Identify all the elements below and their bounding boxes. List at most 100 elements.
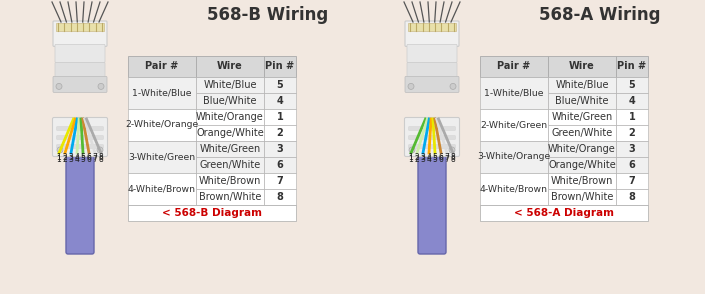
Bar xyxy=(548,157,616,173)
Bar xyxy=(616,77,648,93)
Text: 4: 4 xyxy=(73,0,78,1)
Text: 1: 1 xyxy=(629,112,635,122)
FancyBboxPatch shape xyxy=(405,21,459,46)
Text: 6: 6 xyxy=(90,0,94,1)
Bar xyxy=(264,141,296,157)
Text: Orange/White: Orange/White xyxy=(196,128,264,138)
Text: < 568-B Diagram: < 568-B Diagram xyxy=(162,208,262,218)
FancyBboxPatch shape xyxy=(56,136,104,139)
Bar xyxy=(616,109,648,125)
Text: 1: 1 xyxy=(276,112,283,122)
Text: 5: 5 xyxy=(82,0,87,1)
Text: White/Orange: White/Orange xyxy=(548,144,616,154)
Text: 1: 1 xyxy=(402,0,406,1)
Bar xyxy=(616,173,648,189)
Text: 4: 4 xyxy=(75,153,80,162)
Circle shape xyxy=(57,147,63,153)
Circle shape xyxy=(408,83,414,89)
Bar xyxy=(616,93,648,109)
Text: 5: 5 xyxy=(433,155,437,164)
Text: 8: 8 xyxy=(458,0,462,1)
Text: Wire: Wire xyxy=(569,61,595,71)
FancyBboxPatch shape xyxy=(56,145,104,148)
Text: 7: 7 xyxy=(629,176,635,186)
Text: White/Orange: White/Orange xyxy=(196,112,264,122)
Bar xyxy=(616,141,648,157)
Bar xyxy=(264,157,296,173)
Text: 3-White/Green: 3-White/Green xyxy=(128,152,195,161)
Text: 3: 3 xyxy=(68,153,73,162)
Text: 1: 1 xyxy=(409,155,413,164)
Text: 6: 6 xyxy=(87,155,92,164)
Circle shape xyxy=(97,147,103,153)
Text: 3: 3 xyxy=(417,0,422,1)
Bar xyxy=(56,23,104,31)
FancyBboxPatch shape xyxy=(405,76,459,92)
Text: 4: 4 xyxy=(629,96,635,106)
FancyBboxPatch shape xyxy=(55,62,105,78)
Text: Blue/White: Blue/White xyxy=(556,96,608,106)
Text: 5: 5 xyxy=(80,153,85,162)
Text: Pair #: Pair # xyxy=(145,61,178,71)
Bar xyxy=(196,56,264,77)
Text: 4: 4 xyxy=(427,153,431,162)
Text: Pair #: Pair # xyxy=(497,61,531,71)
Text: Green/White: Green/White xyxy=(200,160,261,170)
FancyBboxPatch shape xyxy=(407,62,457,78)
Text: Wire: Wire xyxy=(217,61,243,71)
Text: < 568-A Diagram: < 568-A Diagram xyxy=(514,208,614,218)
Bar xyxy=(548,125,616,141)
Bar xyxy=(408,23,456,31)
Bar xyxy=(480,56,548,77)
Text: 4: 4 xyxy=(75,155,80,164)
Bar xyxy=(196,141,264,157)
Bar xyxy=(548,56,616,77)
Text: Pin #: Pin # xyxy=(266,61,295,71)
FancyBboxPatch shape xyxy=(66,153,94,254)
Text: 1: 1 xyxy=(49,0,54,1)
FancyBboxPatch shape xyxy=(52,118,107,156)
Bar xyxy=(264,77,296,93)
Text: 6: 6 xyxy=(276,160,283,170)
Bar xyxy=(548,189,616,205)
Bar xyxy=(196,173,264,189)
FancyBboxPatch shape xyxy=(409,145,455,148)
Text: Pin #: Pin # xyxy=(618,61,646,71)
Text: 8: 8 xyxy=(99,153,104,162)
Bar xyxy=(480,205,648,221)
Bar xyxy=(548,93,616,109)
Bar xyxy=(616,56,648,77)
Text: 2: 2 xyxy=(63,153,68,162)
Text: 4: 4 xyxy=(426,0,431,1)
Bar xyxy=(264,93,296,109)
Text: 8: 8 xyxy=(450,155,455,164)
FancyBboxPatch shape xyxy=(407,44,457,62)
Text: 3: 3 xyxy=(421,153,425,162)
Text: White/Brown: White/Brown xyxy=(551,176,613,186)
Bar xyxy=(548,141,616,157)
Text: 5: 5 xyxy=(80,155,85,164)
Text: 568-B Wiring: 568-B Wiring xyxy=(207,6,329,24)
FancyBboxPatch shape xyxy=(53,76,107,92)
Bar xyxy=(128,205,296,221)
Text: 8: 8 xyxy=(106,0,111,1)
Text: 7: 7 xyxy=(92,153,97,162)
Text: 1: 1 xyxy=(56,153,61,162)
Bar xyxy=(196,157,264,173)
Text: White/Blue: White/Blue xyxy=(556,80,608,90)
Bar xyxy=(616,157,648,173)
Text: White/Brown: White/Brown xyxy=(199,176,261,186)
Bar xyxy=(264,189,296,205)
Text: 1-White/Blue: 1-White/Blue xyxy=(133,88,192,97)
Bar xyxy=(196,189,264,205)
Text: 6: 6 xyxy=(87,153,92,162)
Bar xyxy=(128,141,196,173)
Text: 4: 4 xyxy=(276,96,283,106)
FancyBboxPatch shape xyxy=(409,127,455,130)
FancyBboxPatch shape xyxy=(56,127,104,130)
Bar xyxy=(480,173,548,205)
Bar xyxy=(480,77,548,109)
Text: 6: 6 xyxy=(629,160,635,170)
Text: 7: 7 xyxy=(97,0,102,1)
Bar xyxy=(548,77,616,93)
